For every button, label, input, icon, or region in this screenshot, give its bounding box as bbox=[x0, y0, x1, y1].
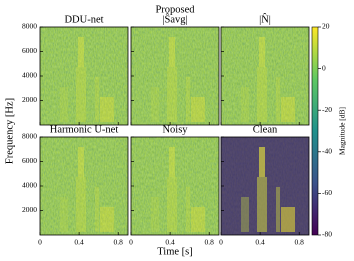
panel bbox=[130, 26, 220, 126]
panel-title: |Ŝavg| bbox=[162, 13, 187, 25]
suptitle: Proposed bbox=[155, 4, 195, 15]
panel-title: |N̂| bbox=[259, 12, 271, 25]
y-tick-label: 4000 bbox=[22, 71, 37, 80]
x-tick-label: 0.8 bbox=[205, 238, 215, 247]
panel-title: Clean bbox=[253, 124, 278, 135]
colorbar-tick-label: 20 bbox=[322, 22, 330, 31]
x-tick-label: 0 bbox=[38, 238, 42, 247]
y-tick-label: 2000 bbox=[22, 205, 37, 214]
colorbar-tick-label: 0 bbox=[322, 63, 326, 72]
panel bbox=[130, 136, 220, 236]
x-tick-label: 0.8 bbox=[114, 238, 124, 247]
x-tick-label: 0 bbox=[129, 238, 133, 247]
x-axis-label: Time [s] bbox=[157, 246, 193, 257]
x-tick-label: 0.4 bbox=[74, 238, 84, 247]
y-tick-label: 8000 bbox=[22, 22, 37, 31]
colorbar-tick-label: -40 bbox=[322, 147, 332, 156]
y-tick-label: 2000 bbox=[22, 95, 37, 104]
panel-title: Harmonic U-net bbox=[50, 124, 119, 135]
y-axis-label: Frequency [Hz] bbox=[4, 98, 15, 164]
colorbar bbox=[311, 26, 319, 236]
x-tick-label: 0 bbox=[219, 238, 223, 247]
panel bbox=[39, 136, 129, 236]
x-tick-label: 0.8 bbox=[295, 238, 305, 247]
y-tick-label: 6000 bbox=[22, 156, 37, 165]
panel bbox=[220, 136, 310, 236]
panel bbox=[39, 26, 129, 126]
colorbar-label: Magnitude [dB] bbox=[338, 107, 347, 155]
y-tick-label: 8000 bbox=[22, 132, 37, 141]
panel-title: DDU-net bbox=[64, 14, 103, 25]
panel-title: Noisy bbox=[162, 124, 188, 135]
x-tick-label: 0.4 bbox=[165, 238, 175, 247]
colorbar-tick-label: -60 bbox=[322, 188, 332, 197]
y-tick-label: 4000 bbox=[22, 181, 37, 190]
y-tick-label: 6000 bbox=[22, 46, 37, 55]
colorbar-tick-label: -80 bbox=[322, 230, 332, 239]
panel bbox=[220, 26, 310, 126]
colorbar-tick-label: -20 bbox=[322, 105, 332, 114]
x-tick-label: 0.4 bbox=[255, 238, 265, 247]
